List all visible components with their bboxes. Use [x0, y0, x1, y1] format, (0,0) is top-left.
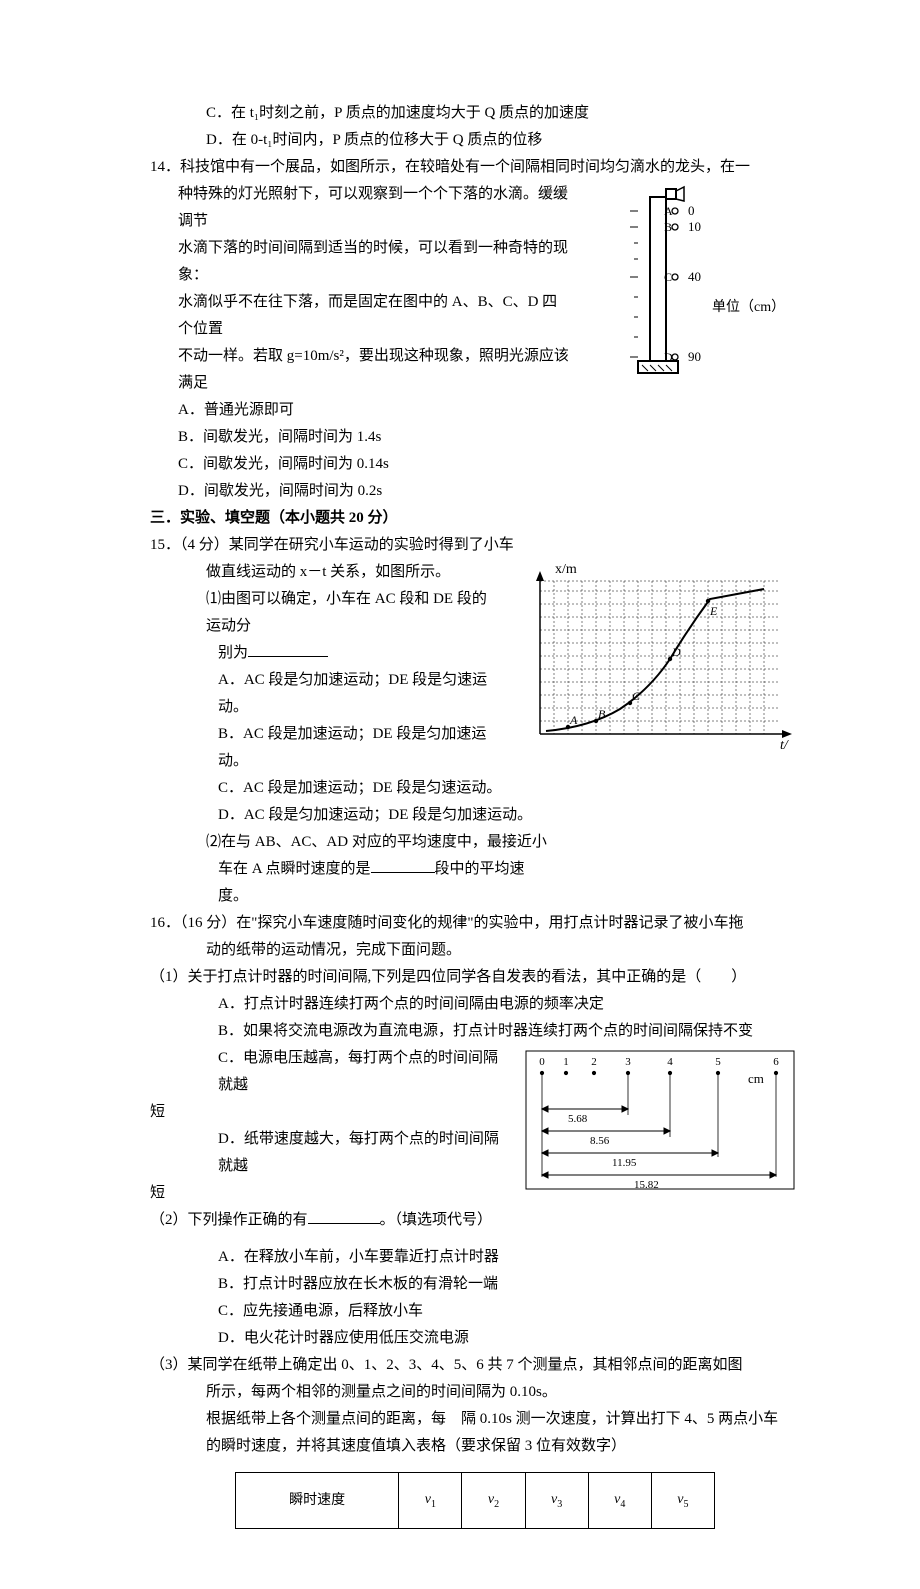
q16-p2-c: C．应先接通电源，后释放小车: [150, 1298, 800, 1325]
q16-p2-line: （2）下列操作正确的有 。（填选项代号）: [150, 1207, 800, 1234]
q14-opt-b: B．间歇发光，间隔时间为 1.4s: [150, 424, 800, 451]
table-col-v4: v4: [588, 1473, 651, 1529]
svg-text:0: 0: [688, 203, 695, 218]
svg-text:C: C: [632, 689, 641, 703]
q15-opt-c: C．AC 段是加速运动；DE 段是匀速运动。: [150, 775, 800, 802]
q16-p2a: （2）下列操作正确的有: [150, 1212, 308, 1228]
table-col-v3: v3: [525, 1473, 588, 1529]
svg-text:A: A: [569, 713, 578, 727]
q16-p3c: 根据纸带上各个测量点间的距离，每 隔 0.10s 测一次速度，计算出打下 4、5…: [150, 1406, 800, 1433]
q15-p1b: 别为: [218, 645, 248, 661]
q16-p1-b: B．如果将交流电源改为直流电源，打点计时器连续打两个点的时间间隔保持不变: [150, 1018, 800, 1045]
q16-p3b: 所示，每两个相邻的测量点之间的时间间隔为 0.10s。: [150, 1379, 800, 1406]
q15-p2c: 段中的平均速: [435, 861, 525, 877]
svg-text:cm: cm: [748, 1071, 764, 1086]
q15-blank-1[interactable]: [248, 642, 328, 657]
q16-p1: （1）关于打点计时器的时间间隔,下列是四位同学各自发表的看法，其中正确的是（ ）: [150, 964, 800, 991]
table-col-v5: v5: [651, 1473, 714, 1529]
q14-figure: A B C D 0 10 40 90 单位（cm）: [580, 181, 800, 381]
q16-p2-b: B．打点计时器应放在长木板的有滑轮一端: [150, 1271, 800, 1298]
q14-stem-1: 14．科技馆中有一个展品，如图所示，在较暗处有一个间隔相同时间均匀滴水的龙头，在…: [150, 154, 800, 181]
q15-stem-1: 15．（4 分）某同学在研究小车运动的实验时得到了小车: [150, 532, 800, 559]
q15-opt-d: D．AC 段是匀加速运动；DE 段是匀加速运动。: [150, 802, 800, 829]
table-header: 瞬时速度: [236, 1473, 399, 1529]
velocity-table: 瞬时速度 v1 v2 v3 v4 v5: [235, 1472, 715, 1529]
q15-p2d: 度。: [150, 883, 800, 910]
svg-text:D: D: [671, 645, 681, 659]
svg-text:D: D: [664, 350, 673, 364]
svg-text:40: 40: [688, 269, 701, 284]
q16-blank-p2[interactable]: [308, 1209, 380, 1224]
q15-figure: x/m: [510, 559, 800, 749]
svg-text:A: A: [664, 204, 673, 218]
q16-p3d: 的瞬时速度，并将其速度值填入表格（要求保留 3 位有效数字）: [150, 1433, 800, 1460]
svg-text:10: 10: [688, 219, 701, 234]
svg-text:4: 4: [667, 1056, 673, 1068]
q16-p3a: （3）某同学在纸带上确定出 0、1、2、3、4、5、6 共 7 个测量点，其相邻…: [150, 1352, 800, 1379]
q16-p2-d: D．电火花计时器应使用低压交流电源: [150, 1325, 800, 1352]
svg-text:5.68: 5.68: [568, 1113, 588, 1125]
svg-text:B: B: [664, 220, 672, 234]
q16-stem-1: 16．（16 分）在"探究小车速度随时间变化的规律"的实验中，用打点计时器记录了…: [150, 910, 800, 937]
q13-opt-d: D．在 0-t₁时间内，P 质点的位移大于 Q 质点的位移: [150, 127, 800, 154]
svg-text:90: 90: [688, 349, 701, 364]
q15-blank-2[interactable]: [371, 858, 435, 873]
table-col-v1: v1: [399, 1473, 462, 1529]
svg-text:5: 5: [715, 1056, 721, 1068]
svg-text:C: C: [664, 270, 672, 284]
q16-p1-a: A．打点计时器连续打两个点的时间间隔由电源的频率决定: [150, 991, 800, 1018]
q13-opt-c: C．在 t₁时刻之前，P 质点的加速度均大于 Q 质点的加速度: [150, 100, 800, 127]
svg-text:8.56: 8.56: [590, 1135, 610, 1147]
svg-text:B: B: [598, 707, 606, 721]
q16-stem-2: 动的纸带的运动情况，完成下面问题。: [150, 937, 800, 964]
q15-p2b-line: 车在 A 点瞬时速度的是 段中的平均速: [150, 856, 800, 883]
q16-figure: 0 1 2 3 4 5 6 cm: [520, 1045, 800, 1195]
svg-text:2: 2: [591, 1056, 597, 1068]
q14-opt-a: A．普通光源即可: [150, 397, 800, 424]
svg-text:x/m: x/m: [555, 562, 577, 577]
q14-opt-c: C．间歇发光，间隔时间为 0.14s: [150, 451, 800, 478]
table-col-v2: v2: [462, 1473, 525, 1529]
svg-text:1: 1: [563, 1056, 569, 1068]
svg-text:0: 0: [539, 1056, 545, 1068]
svg-text:11.95: 11.95: [612, 1157, 637, 1169]
svg-text:E: E: [709, 604, 718, 618]
svg-text:t/: t/: [780, 738, 789, 753]
section-3-title: 三．实验、填空题（本小题共 20 分）: [150, 505, 800, 532]
svg-text:3: 3: [625, 1056, 631, 1068]
svg-text:6: 6: [773, 1056, 779, 1068]
svg-text:单位（cm）: 单位（cm）: [712, 299, 785, 315]
svg-text:15.82: 15.82: [634, 1179, 659, 1191]
q15-p2a: ⑵在与 AB、AC、AD 对应的平均速度中，最接近小: [150, 829, 800, 856]
q15-p2b: 车在 A 点瞬时速度的是: [218, 861, 371, 877]
q14-opt-d: D．间歇发光，间隔时间为 0.2s: [150, 478, 800, 505]
q16-p2b: 。（填选项代号）: [380, 1212, 493, 1228]
q16-p2-a: A．在释放小车前，小车要靠近打点计时器: [150, 1244, 800, 1271]
